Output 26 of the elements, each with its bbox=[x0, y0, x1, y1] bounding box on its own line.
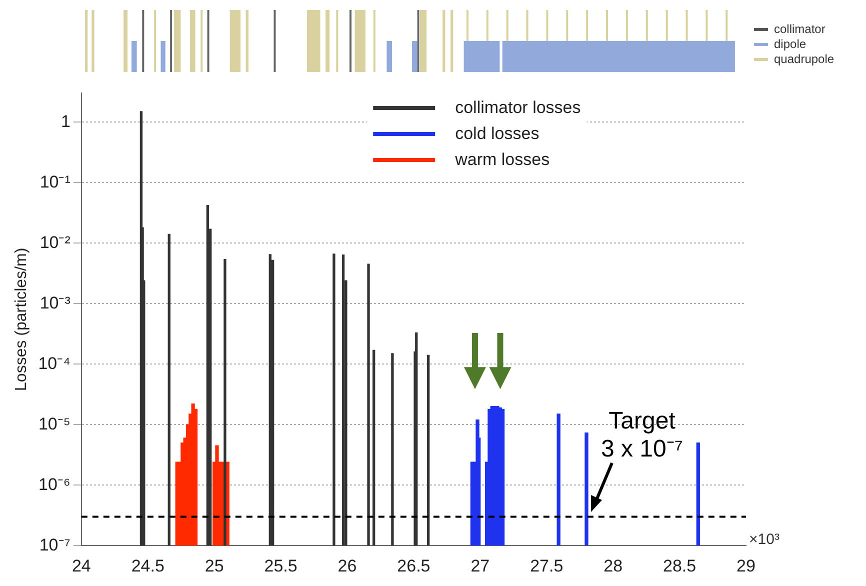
x-tick-label: 28 bbox=[604, 556, 623, 576]
y-tick-label: 10⁻⁴ bbox=[38, 354, 70, 373]
y-tick-label: 10⁻⁶ bbox=[38, 474, 70, 494]
x-tick-label: 24.5 bbox=[131, 556, 164, 576]
legend-label: warm losses bbox=[455, 149, 550, 172]
y-tick-label: 10⁻¹ bbox=[40, 172, 71, 192]
legend-label: cold losses bbox=[455, 123, 540, 146]
x-tick-label: 28.5 bbox=[662, 556, 696, 576]
x-tick-label: 25 bbox=[204, 556, 224, 576]
x-tick-label: 27.5 bbox=[530, 556, 564, 576]
ref-line-label: Target 3 x 10⁻⁷ bbox=[600, 408, 684, 463]
text: ×10³ bbox=[749, 531, 780, 548]
x-tick-label: 25.5 bbox=[264, 556, 298, 576]
x-tick-label: 26.5 bbox=[397, 556, 430, 576]
y-tick-label: 1 bbox=[60, 112, 70, 131]
layout-key: collimator dipole quadrupole bbox=[754, 22, 834, 67]
y-tick-label: 10⁻² bbox=[40, 232, 71, 252]
x-tick-label: 27 bbox=[470, 556, 490, 576]
y-tick-label: 10⁻³ bbox=[40, 293, 71, 312]
y-tick-label: 10⁻⁷ bbox=[39, 535, 70, 554]
legend-label: collimator losses bbox=[455, 97, 581, 120]
x-tick-label: 24 bbox=[72, 556, 91, 576]
x-tick-label: 29 bbox=[736, 556, 756, 576]
x-tick-label: 26 bbox=[338, 556, 357, 576]
y-tick-label: 10⁻⁵ bbox=[38, 414, 70, 434]
y-axis-title: Losses (particles/m) bbox=[13, 248, 30, 391]
